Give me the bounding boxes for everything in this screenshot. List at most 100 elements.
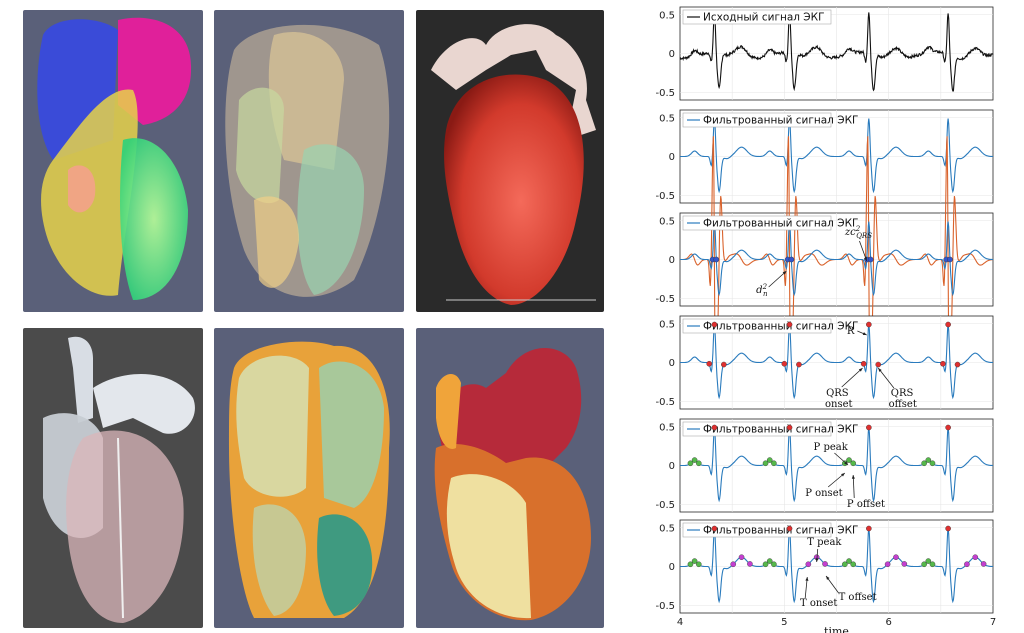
y-tick-label: 0.5 [659,523,675,534]
r-arrow-head [862,332,867,335]
p-onset-marker [842,561,848,568]
p-peak-marker [925,558,932,564]
qrs-onset-label-2: onset [825,399,853,410]
zero-cross-marker [867,256,874,263]
r-peak-marker [711,525,718,532]
p-offset-marker [850,460,856,467]
t-offset-marker [822,561,828,567]
qrs-offset-label-2: offset [889,399,917,410]
y-tick-label: 0 [669,49,675,60]
filtered-ecg-line [680,118,993,194]
r-peak-marker [711,424,718,431]
p-peak-marker [691,457,698,463]
t-peak-marker [972,554,979,561]
y-tick-label: -0.5 [655,397,675,408]
r-peak-marker [786,321,793,328]
heart-volume-render-red [416,10,604,312]
qrs-onset-marker [706,360,713,367]
legend-label: Фильтрованный сигнал ЭКГ [703,218,858,230]
x-axis-label: time [824,625,849,633]
legend-label: Исходный сигнал ЭКГ [703,12,825,24]
p-onset-marker [921,460,927,467]
ecg-figure: 0.5 0 -0.5 Исходный сигнал ЭКГ 0.5 0 -0.5 Фильт… [640,0,1024,633]
qrs-offset-arrow-head [878,368,882,372]
p-peak-label: P peak [814,442,849,453]
heart-surface-model-render [416,328,604,628]
dn-arrow [768,270,787,288]
t-offset-label: T offset [839,592,877,603]
y-tick-label: 0.5 [659,10,675,21]
y-tick-label: -0.5 [655,294,675,305]
p-offset-arrow [852,474,855,499]
p-offset-marker [695,460,702,467]
qrs-onset-arrow-head [858,368,863,372]
zero-cross-marker [713,256,720,263]
heart-vessel-mesh-render [23,328,203,628]
p-onset-marker [687,460,694,467]
qrs-onset-marker [781,360,788,367]
r-peak-marker [711,321,718,328]
y-tick-label: -0.5 [655,191,675,202]
zero-cross-marker [947,256,953,263]
zc-arrow-head [864,257,867,261]
zero-cross-marker [788,256,795,263]
x-tick-label: 6 [885,617,891,628]
legend-box: Фильтрованный сигнал ЭКГ [682,112,858,128]
t-offset-marker [980,561,987,567]
r-peak-marker [945,525,951,532]
x-tick-label: 7 [990,617,996,628]
legend-frame [682,9,832,25]
legend-box: Фильтрованный сигнал ЭКГ [682,215,858,231]
y-tick-label: 0.5 [659,113,675,124]
t-onset-marker [730,561,737,568]
p-peak-marker [846,558,852,564]
legend-frame [682,318,832,334]
t-offset-marker [747,561,753,567]
y-tick-label: 0 [669,461,675,472]
qrs-offset-arrow [877,367,895,389]
legend-frame [682,215,832,231]
t-peak-arrow-head [815,558,819,562]
p-onset-arrow-head [841,473,845,477]
legend-frame [682,112,832,128]
t-onset-marker [964,561,970,568]
r-peak-marker [786,525,793,532]
p-peak-marker [766,457,773,463]
p-onset-marker [687,561,694,568]
p-onset-marker [762,561,769,568]
qrs-onset-marker [940,360,946,367]
y-tick-label: 0 [669,358,675,369]
y-tick-label: 0.5 [659,422,675,433]
r-peak-marker [786,424,793,431]
t-onset-marker [884,561,891,568]
y-tick-label: 0.5 [659,216,675,227]
legend-box: Исходный сигнал ЭКГ [682,9,832,25]
raw-ecg-line [679,12,994,92]
y-tick-label: -0.5 [655,500,675,511]
t-onset-label: T onset [800,598,837,609]
r-peak-marker [945,424,951,431]
p-onset-label: P onset [805,488,842,499]
r-peak-marker [866,525,872,532]
t-peak-label: T peak [807,537,842,548]
p-offset-marker [771,561,777,568]
legend-label: Фильтрованный сигнал ЭКГ [703,321,858,333]
p-peak-arrow-head [844,461,848,465]
y-tick-label: -0.5 [655,601,675,612]
p-peak-marker [925,457,932,463]
qrs-offset-marker [954,361,961,368]
t-offset-marker [901,561,908,567]
t-peak-marker [738,554,745,561]
r-peak-marker [866,424,872,431]
y-tick-label: 0.5 [659,319,675,330]
p-peak-marker [766,558,773,564]
p-peak-marker [691,558,698,564]
x-tick-label: 5 [781,617,787,628]
qrs-onset-marker [860,360,867,367]
x-tick-label: 4 [677,617,683,628]
p-offset-marker [771,460,777,467]
legend-frame [682,421,832,437]
y-tick-label: 0 [669,152,675,163]
legend-box: Фильтрованный сигнал ЭКГ [682,522,858,538]
t-onset-arrow-head [805,577,809,581]
